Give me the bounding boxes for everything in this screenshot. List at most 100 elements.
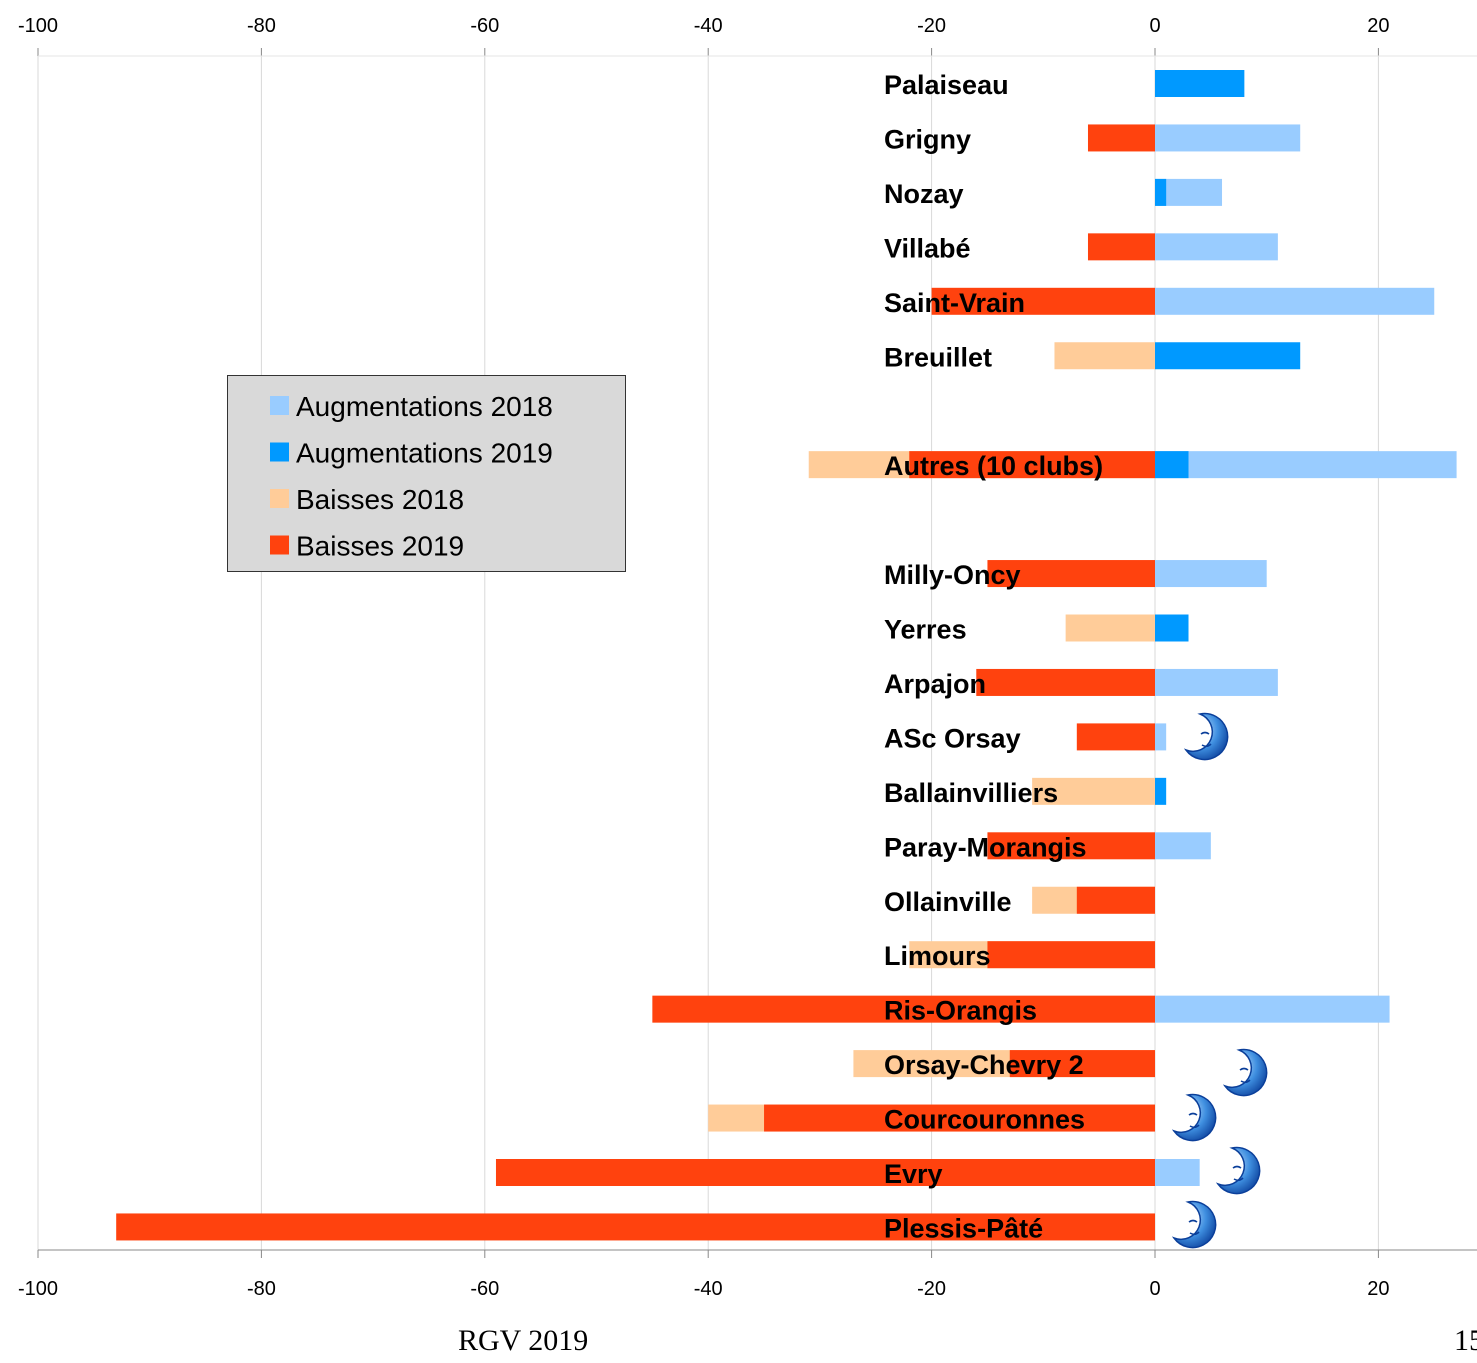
- legend-swatch: [270, 535, 289, 555]
- moon-eye: [1188, 1219, 1198, 1223]
- moon-mouth: [1189, 1124, 1200, 1129]
- moon-mouth: [1240, 1079, 1251, 1084]
- moon-icon: [1215, 1146, 1261, 1195]
- bar: [1087, 233, 1155, 261]
- bars: [116, 70, 1457, 1241]
- bar: [1065, 614, 1155, 642]
- moon-icons: [1171, 712, 1268, 1249]
- bar: [1155, 723, 1167, 751]
- bar: [931, 287, 1155, 315]
- moon-shape: [1171, 1093, 1217, 1142]
- category-labels: Palaiseau Grigny Nozay Villabé Saint-Vrain Br…: [884, 70, 1103, 1243]
- category-label: Ollainville: [884, 887, 1012, 917]
- moon-eye: [1239, 1067, 1249, 1071]
- legend: Augmentations 2018 Augmentations 2019 Bais…: [227, 375, 626, 572]
- bar: [1155, 1159, 1200, 1186]
- category-label: Grigny: [884, 124, 971, 154]
- x-tick-label-top: 0: [1149, 15, 1160, 37]
- moon-icon: [1171, 1093, 1217, 1142]
- x-tick-label-top: -60: [470, 15, 499, 37]
- bar: [987, 560, 1155, 588]
- category-label: Saint-Vrain: [884, 288, 1025, 318]
- legend-label: Augmentations 2018: [296, 391, 553, 422]
- bar: [1155, 70, 1245, 97]
- category-label: Milly-Oncy: [884, 560, 1021, 590]
- x-tick-label-top: -100: [18, 15, 58, 37]
- moon-icon: [1171, 1200, 1217, 1249]
- category-label: Villabé: [884, 233, 971, 263]
- moon-icon: [1222, 1048, 1268, 1097]
- footer-page-number: 15: [1454, 1324, 1477, 1357]
- category-label: Autres (10 clubs): [884, 451, 1103, 481]
- legend-swatch: [270, 489, 289, 508]
- category-label: Ballainvilliers: [884, 778, 1058, 808]
- category-label: ASc Orsay: [884, 723, 1021, 753]
- bar: [1076, 886, 1155, 914]
- legend-swatch: [270, 442, 289, 462]
- moon-mouth: [1233, 1177, 1244, 1182]
- x-tick-label-bottom: -60: [470, 1278, 499, 1300]
- category-label: Paray-Morangis: [884, 832, 1087, 862]
- category-label: Ris-Orangis: [884, 996, 1037, 1026]
- bar: [1155, 124, 1301, 152]
- x-tick-label-bottom: 20: [1367, 1278, 1389, 1300]
- moon-icon: [1183, 712, 1229, 761]
- bar: [1155, 614, 1189, 642]
- x-tick-label-bottom: -100: [18, 1278, 58, 1300]
- category-label: Breuillet: [884, 342, 992, 372]
- bar: [495, 1159, 1156, 1186]
- category-label: Evry: [884, 1159, 943, 1189]
- legend-label: Baisses 2019: [296, 531, 464, 562]
- legend-box: [227, 375, 626, 572]
- x-tick-label-top: -80: [247, 15, 276, 37]
- x-tick-label-bottom: -40: [694, 1278, 723, 1300]
- bar: [116, 1213, 1156, 1241]
- moon-mouth: [1201, 743, 1212, 748]
- legend-label: Baisses 2018: [296, 484, 464, 515]
- moon-shape: [1222, 1048, 1268, 1097]
- category-label: Palaiseau: [884, 70, 1009, 100]
- bar: [652, 995, 1155, 1023]
- moon-eye: [1232, 1165, 1242, 1169]
- moon-shape: [1171, 1200, 1217, 1249]
- category-label: Yerres: [884, 615, 967, 645]
- bar: [1155, 287, 1435, 315]
- moon-shape: [1215, 1146, 1261, 1195]
- bar: [1087, 124, 1155, 152]
- category-label: Limours: [884, 941, 991, 971]
- bar: [976, 668, 1155, 696]
- bar: [1076, 723, 1155, 751]
- bar: [909, 451, 1155, 479]
- bar: [1032, 777, 1155, 805]
- legend-label: Augmentations 2019: [296, 438, 553, 469]
- bar: [764, 1104, 1155, 1132]
- bar: [987, 832, 1155, 860]
- bar: [1155, 777, 1167, 805]
- bar: [1155, 995, 1390, 1023]
- bar: [1155, 178, 1167, 206]
- axes: -100 -100 -80 -80 -60 -60 -40 -40 -20 -20 0 0 20 20: [18, 15, 1477, 1300]
- category-label: Plessis-Pâté: [884, 1213, 1043, 1243]
- footer-left-text: RGV 2019: [458, 1324, 589, 1357]
- category-label: Arpajon: [884, 669, 986, 699]
- bar: [1155, 233, 1278, 261]
- x-tick-label-bottom: -80: [247, 1278, 276, 1300]
- category-label: Nozay: [884, 179, 964, 209]
- bar: [1155, 668, 1278, 696]
- moon-eye: [1200, 731, 1210, 735]
- bar: [1054, 342, 1155, 370]
- legend-swatch: [270, 396, 289, 415]
- moon-eye: [1188, 1112, 1198, 1116]
- moon-mouth: [1189, 1231, 1200, 1236]
- bar: [1155, 342, 1301, 370]
- bar: [987, 941, 1155, 969]
- moon-shape: [1183, 712, 1229, 761]
- bar: [1155, 560, 1267, 588]
- x-tick-label-top: -20: [917, 15, 946, 37]
- category-label: Orsay-Chevry 2: [884, 1050, 1084, 1080]
- x-tick-label-top: 20: [1367, 15, 1389, 37]
- x-tick-label-bottom: -20: [917, 1278, 946, 1300]
- bar: [1155, 451, 1457, 479]
- bar: [1155, 832, 1211, 860]
